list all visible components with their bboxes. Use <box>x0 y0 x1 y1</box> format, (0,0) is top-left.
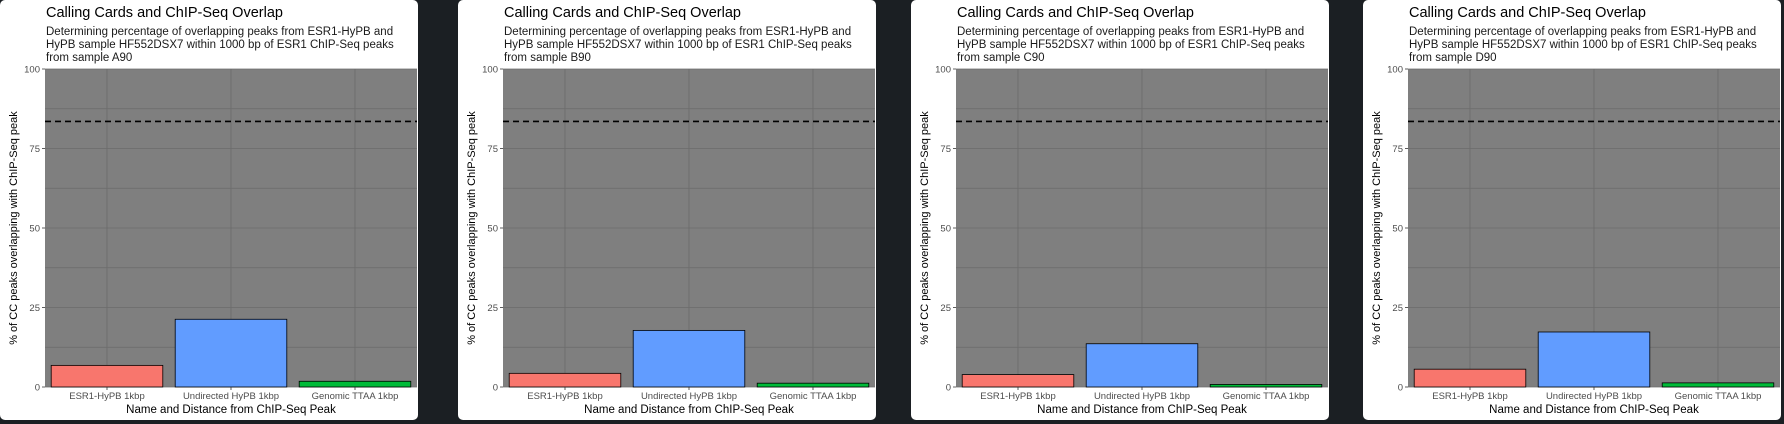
chart-title: Calling Cards and ChIP-Seq Overlap <box>504 5 741 21</box>
x-tick-label: Genomic TTAA 1kbp <box>1675 391 1762 402</box>
y-axis-title: % of CC peaks overlapping with ChIP-Seq … <box>1371 111 1383 345</box>
y-tick-label: 50 <box>940 224 951 235</box>
bar-1 <box>1413 368 1527 388</box>
x-tick-label: Undirected HyPB 1kbp <box>641 391 737 402</box>
y-tick-label: 100 <box>24 65 40 76</box>
y-tick-label: 0 <box>493 383 498 394</box>
x-axis-title: Name and Distance from ChIP-Seq Peak <box>1489 404 1699 416</box>
y-axis-title: % of CC peaks overlapping with ChIP-Seq … <box>466 111 478 345</box>
y-tick-label: 75 <box>487 144 498 155</box>
y-tick-label: 75 <box>29 144 40 155</box>
bar-2 <box>1085 343 1199 388</box>
y-tick-label: 75 <box>1392 144 1403 155</box>
chart-subtitle: Determining percentage of overlapping pe… <box>1409 26 1757 64</box>
bar-chart-c90: 0 25 50 75 100 ESR1-HyPB 1kbp Undirected HyPB … <box>919 65 1328 416</box>
x-tick-label: Undirected HyPB 1kbp <box>1546 391 1642 402</box>
x-tick-label: ESR1-HyPB 1kbp <box>1432 391 1508 402</box>
chart-panel-a90: Calling Cards and ChIP-Seq Overlap Deter… <box>0 0 418 420</box>
bar-chart-b90: 0 25 50 75 100 ESR1-HyPB 1kbp Undirected HyPB … <box>466 65 875 416</box>
y-tick-label: 0 <box>1398 383 1403 394</box>
x-tick-label: Undirected HyPB 1kbp <box>183 391 279 402</box>
x-tick-label: ESR1-HyPB 1kbp <box>69 391 145 402</box>
y-tick-label: 25 <box>1392 303 1403 314</box>
bar-1 <box>50 364 164 388</box>
chart-title: Calling Cards and ChIP-Seq Overlap <box>957 5 1194 21</box>
y-tick-label: 50 <box>29 224 40 235</box>
bar-3 <box>756 382 870 388</box>
bar-3 <box>298 380 412 388</box>
chart-panel-b90: Calling Cards and ChIP-Seq Overlap Deter… <box>458 0 876 420</box>
bar-2 <box>1537 331 1651 388</box>
x-tick-label: ESR1-HyPB 1kbp <box>980 391 1056 402</box>
bar-3 <box>1209 384 1323 388</box>
x-axis-title: Name and Distance from ChIP-Seq Peak <box>1037 404 1247 416</box>
y-tick-label: 25 <box>29 303 40 314</box>
bar-2 <box>174 318 288 388</box>
y-tick-label: 0 <box>35 383 40 394</box>
y-tick-label: 0 <box>946 383 951 394</box>
y-axis-title: % of CC peaks overlapping with ChIP-Seq … <box>8 111 20 345</box>
x-tick-label: ESR1-HyPB 1kbp <box>527 391 603 402</box>
bar-chart-d90: 0 25 50 75 100 ESR1-HyPB 1kbp Undirected HyPB … <box>1371 65 1780 416</box>
bar-chart-a90: 0 25 50 75 100 ESR1-HyPB 1kbp Undirected HyPB … <box>8 65 417 416</box>
y-tick-label: 25 <box>487 303 498 314</box>
y-tick-label: 100 <box>482 65 498 76</box>
chart-subtitle: Determining percentage of overlapping pe… <box>957 26 1305 64</box>
y-axis-title: % of CC peaks overlapping with ChIP-Seq … <box>919 111 931 345</box>
x-tick-label: Genomic TTAA 1kbp <box>312 391 399 402</box>
x-tick-label: Genomic TTAA 1kbp <box>1223 391 1310 402</box>
y-tick-label: 50 <box>487 224 498 235</box>
bar-1 <box>961 374 1075 388</box>
x-axis-title: Name and Distance from ChIP-Seq Peak <box>584 404 794 416</box>
x-tick-label: Undirected HyPB 1kbp <box>1094 391 1190 402</box>
y-tick-label: 100 <box>1387 65 1403 76</box>
y-tick-label: 50 <box>1392 224 1403 235</box>
bar-1 <box>508 372 622 388</box>
chart-panel-c90: Calling Cards and ChIP-Seq Overlap Deter… <box>911 0 1329 420</box>
y-tick-label: 75 <box>940 144 951 155</box>
chart-subtitle: Determining percentage of overlapping pe… <box>46 26 394 64</box>
chart-title: Calling Cards and ChIP-Seq Overlap <box>1409 5 1646 21</box>
bar-3 <box>1661 382 1775 388</box>
x-tick-label: Genomic TTAA 1kbp <box>770 391 857 402</box>
chart-title: Calling Cards and ChIP-Seq Overlap <box>46 5 283 21</box>
bar-2 <box>632 329 746 388</box>
chart-panel-d90: Calling Cards and ChIP-Seq Overlap Deter… <box>1363 0 1781 420</box>
x-axis-title: Name and Distance from ChIP-Seq Peak <box>126 404 336 416</box>
y-tick-label: 100 <box>935 65 951 76</box>
chart-subtitle: Determining percentage of overlapping pe… <box>504 26 852 64</box>
y-tick-label: 25 <box>940 303 951 314</box>
